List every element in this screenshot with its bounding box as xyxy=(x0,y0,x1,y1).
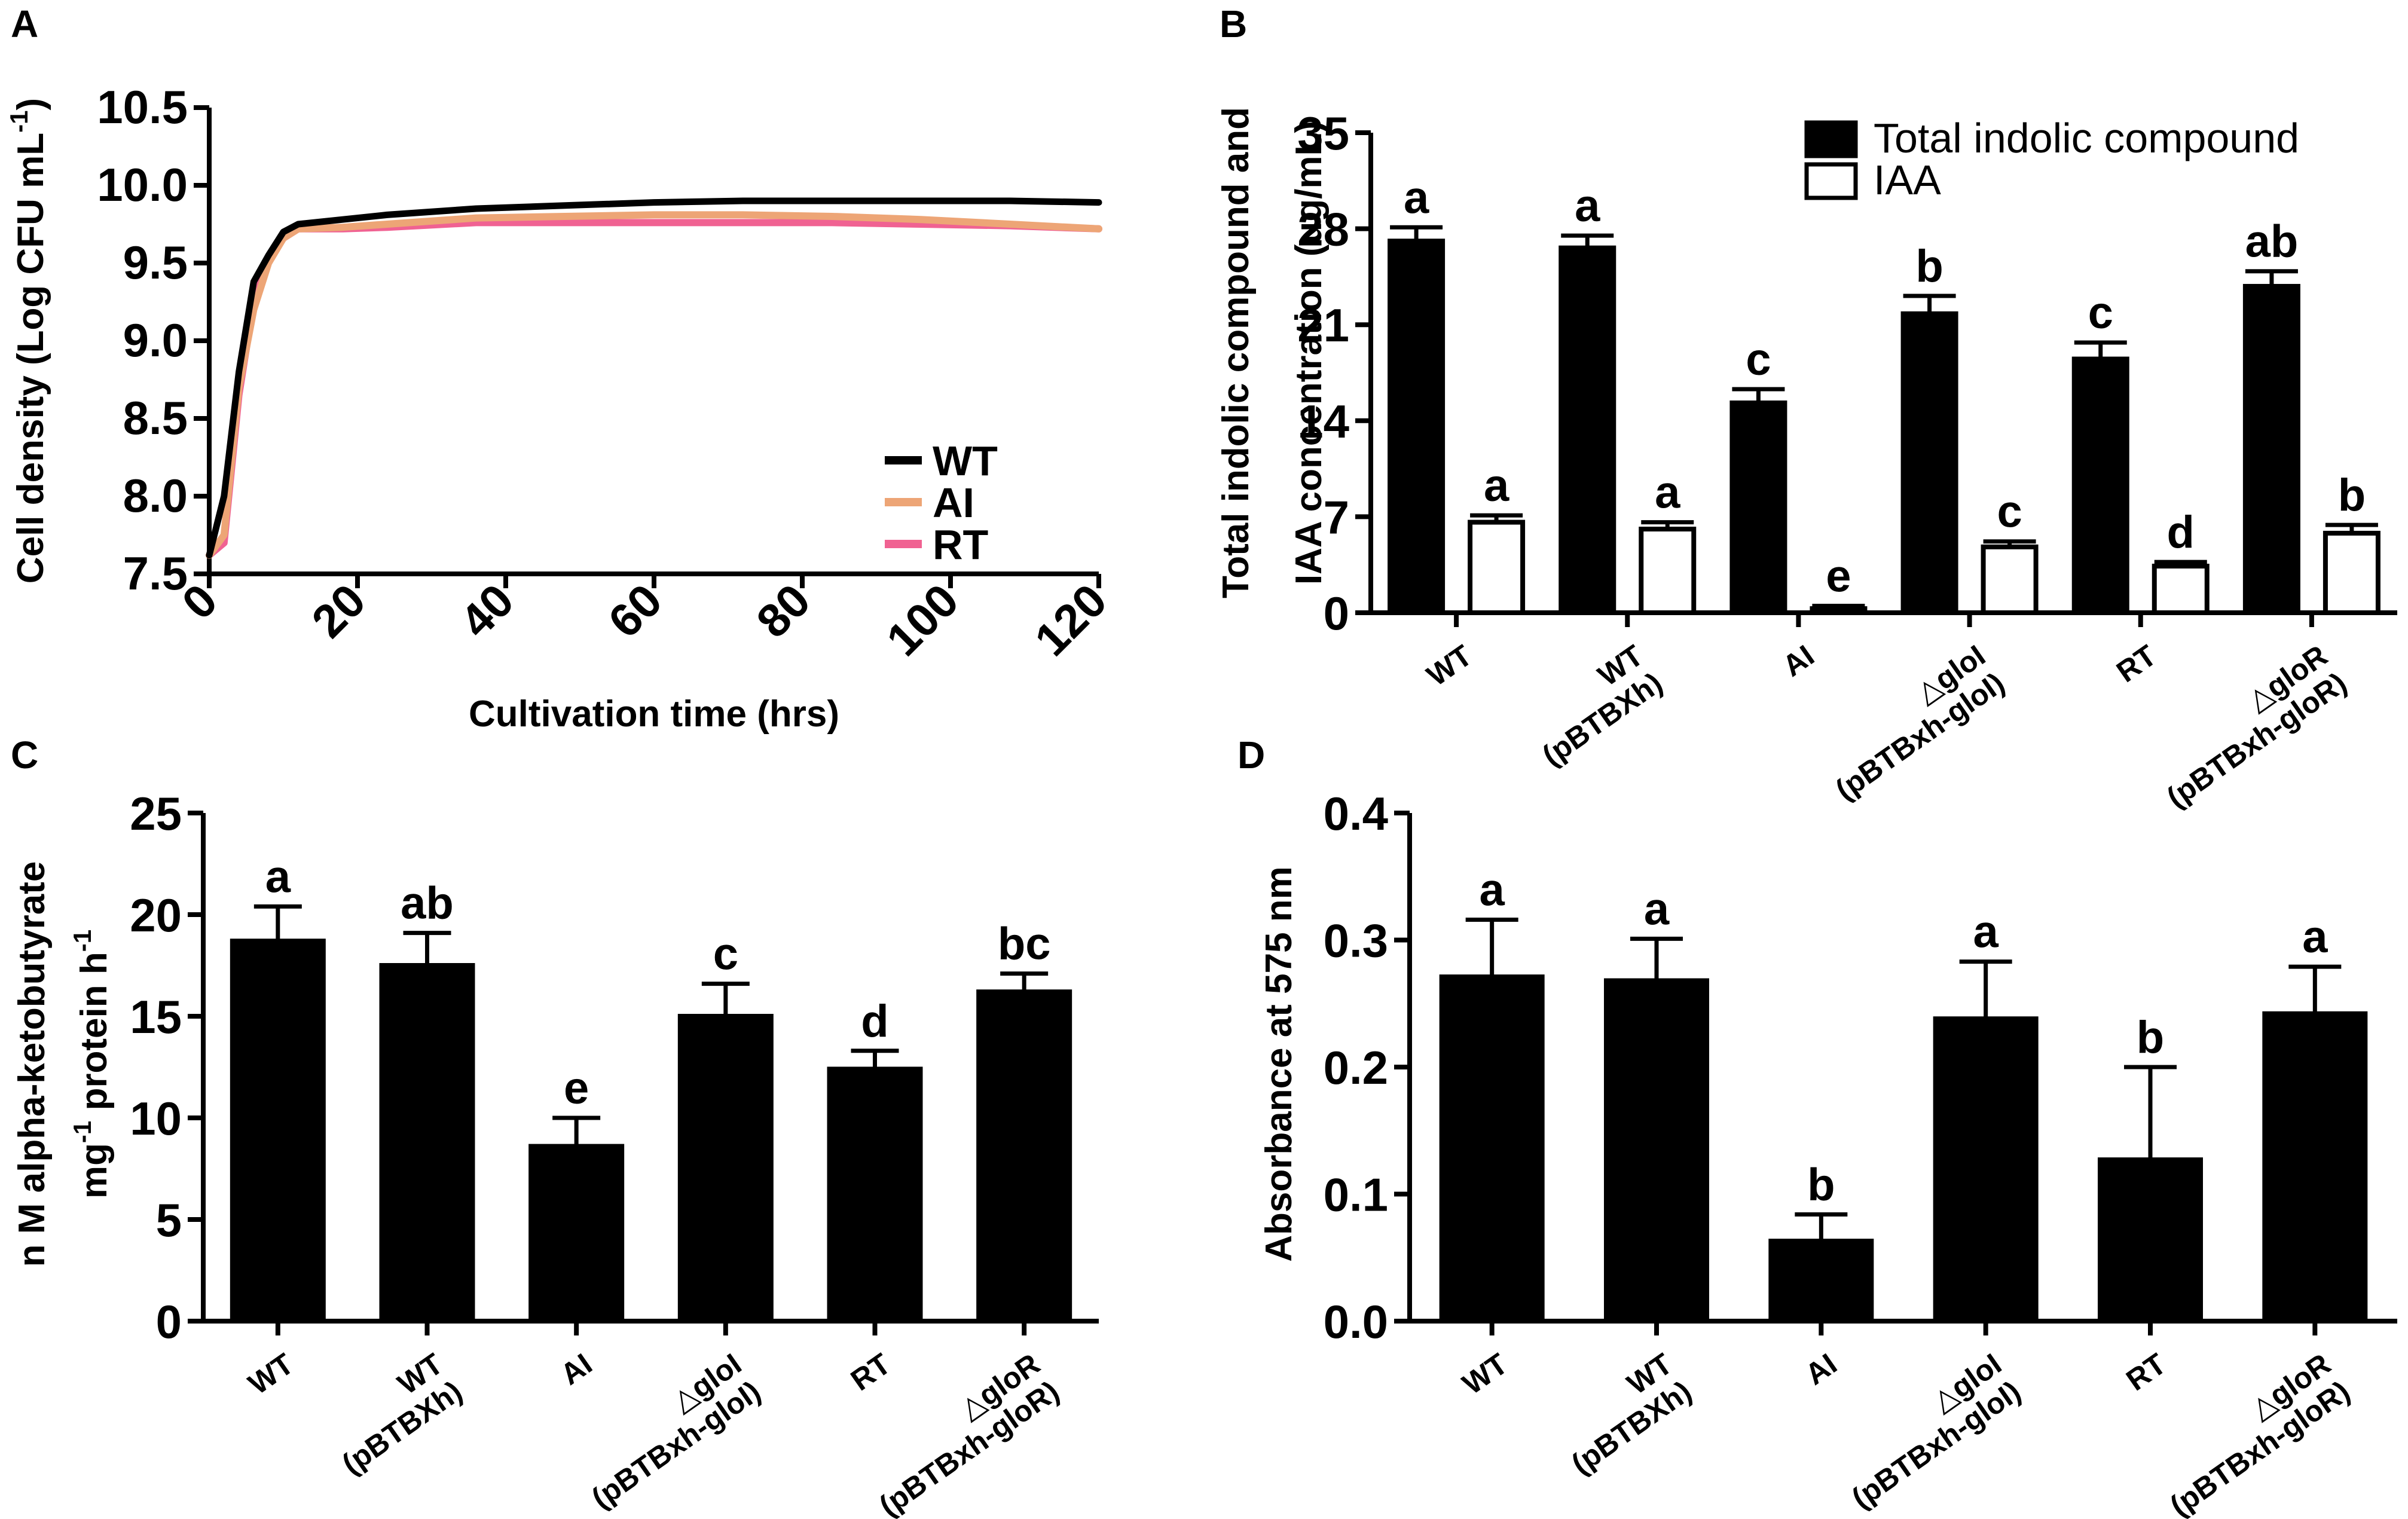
significance-letter: a xyxy=(1480,865,1505,916)
significance-letter: c xyxy=(2088,288,2113,338)
significance-letter: a xyxy=(1575,181,1600,231)
significance-letter: b xyxy=(1807,1160,1835,1211)
significance-letter: c xyxy=(713,929,738,980)
y-tick-label: 8.5 xyxy=(123,392,188,444)
bar xyxy=(1639,527,1697,616)
significance-letter: a xyxy=(1644,884,1670,934)
bar xyxy=(677,1014,774,1324)
legend-label-ai: AI xyxy=(933,479,974,526)
y-tick-label: 0.1 xyxy=(1324,1169,1388,1221)
bar xyxy=(976,989,1072,1324)
panel-label-d: D xyxy=(1237,733,1265,777)
panel-label-b: B xyxy=(1220,2,1247,45)
y-tick-label: 20 xyxy=(130,889,182,942)
significance-letter: c xyxy=(1746,334,1771,385)
y-tick-label: 14 xyxy=(1297,395,1349,448)
significance-letter: a xyxy=(1404,172,1429,223)
bar xyxy=(528,1144,625,1324)
x-axis-title: Cultivation time (hrs) xyxy=(469,693,839,735)
legend-swatch xyxy=(1804,162,1858,200)
bar xyxy=(1933,1016,2039,1324)
y-tick-label: 15 xyxy=(130,991,182,1043)
y-axis-title-line1: Total indolic compound and xyxy=(1215,107,1257,598)
y-tick-label: 28 xyxy=(1297,203,1349,256)
significance-letter: b xyxy=(2338,470,2366,521)
significance-letter: d xyxy=(2167,507,2195,558)
y-tick-label: 10.0 xyxy=(97,158,188,211)
y-tick-label: 8.0 xyxy=(123,469,188,522)
panel-c-bar-chart: 0510152025WTaWT(pBTBXh)abAIe△gloI(pBTBxh… xyxy=(11,787,1099,1519)
bar xyxy=(2098,1157,2203,1324)
bar xyxy=(1439,974,1545,1324)
significance-letter: bc xyxy=(998,919,1051,970)
bar xyxy=(2242,283,2300,615)
y-axis-title-line2: IAA concentration (ug/mL) xyxy=(1288,121,1330,585)
y-tick-label: 0.2 xyxy=(1324,1041,1388,1094)
bar xyxy=(1900,311,1958,615)
significance-letter: a xyxy=(265,851,291,902)
y-tick-label: 0 xyxy=(1324,587,1349,640)
bar xyxy=(379,963,475,1324)
series-line-ai xyxy=(206,211,1102,559)
y-tick-label: 0.0 xyxy=(1324,1295,1388,1348)
bar xyxy=(1559,245,1616,616)
significance-letter: d xyxy=(861,996,888,1047)
bar xyxy=(2152,563,2210,615)
series-line-wt xyxy=(206,197,1102,559)
legend-label: Total indolic compound xyxy=(1874,115,2299,161)
significance-letter: a xyxy=(2302,912,2328,962)
significance-letter: a xyxy=(1655,467,1680,518)
y-tick-label: 7.5 xyxy=(123,547,188,600)
y-tick-label: 0 xyxy=(156,1295,182,1348)
bar xyxy=(1604,978,1709,1324)
significance-letter: b xyxy=(2137,1012,2164,1063)
legend-swatch xyxy=(1804,120,1858,158)
significance-letter: e xyxy=(564,1063,589,1114)
y-tick-label: 9.5 xyxy=(123,236,188,289)
y-axis-title: Absorbance at 575 nm xyxy=(1258,866,1300,1262)
bar xyxy=(2323,530,2381,616)
bar xyxy=(2071,356,2129,615)
y-tick-label: 10 xyxy=(130,1092,182,1145)
significance-letter: ab xyxy=(401,878,454,929)
significance-letter: b xyxy=(1915,241,1943,292)
legend-label-rt: RT xyxy=(933,521,988,568)
y-tick-label: 10.5 xyxy=(97,81,188,133)
bar xyxy=(827,1066,923,1324)
bar xyxy=(2262,1011,2368,1324)
y-tick-label: 21 xyxy=(1297,299,1349,352)
significance-letter: c xyxy=(1997,487,2022,537)
y-tick-label: 25 xyxy=(130,787,182,840)
y-tick-label: 9.0 xyxy=(123,314,188,366)
bar xyxy=(1981,544,2039,615)
significance-letter: a xyxy=(1973,907,1999,958)
bar xyxy=(1388,239,1446,615)
bar xyxy=(230,939,326,1324)
bar xyxy=(1768,1239,1874,1324)
y-tick-label: 7 xyxy=(1324,491,1349,543)
legend-label-wt: WT xyxy=(933,438,998,484)
y-tick-label: 0.3 xyxy=(1324,915,1388,967)
y-axis-title-line2: mg-1 protein h-1 xyxy=(68,930,115,1199)
significance-letter: ab xyxy=(2245,216,2299,267)
panel-label-a: A xyxy=(11,2,38,45)
bar xyxy=(1468,519,1526,615)
significance-letter: e xyxy=(1826,551,1851,602)
bar xyxy=(1729,400,1787,616)
panel-label-c: C xyxy=(11,733,38,777)
legend-label: IAA xyxy=(1874,157,1941,203)
bar xyxy=(1810,606,1868,615)
significance-letter: a xyxy=(1484,460,1509,511)
y-tick-label: 0.4 xyxy=(1324,787,1388,840)
y-axis-title-line1: n M alpha-ketobutyrate xyxy=(11,861,53,1267)
y-tick-label: 35 xyxy=(1297,107,1349,160)
y-tick-label: 5 xyxy=(156,1194,182,1246)
y-axis-title: Cell density (Log CFU mL-1) xyxy=(5,98,51,583)
